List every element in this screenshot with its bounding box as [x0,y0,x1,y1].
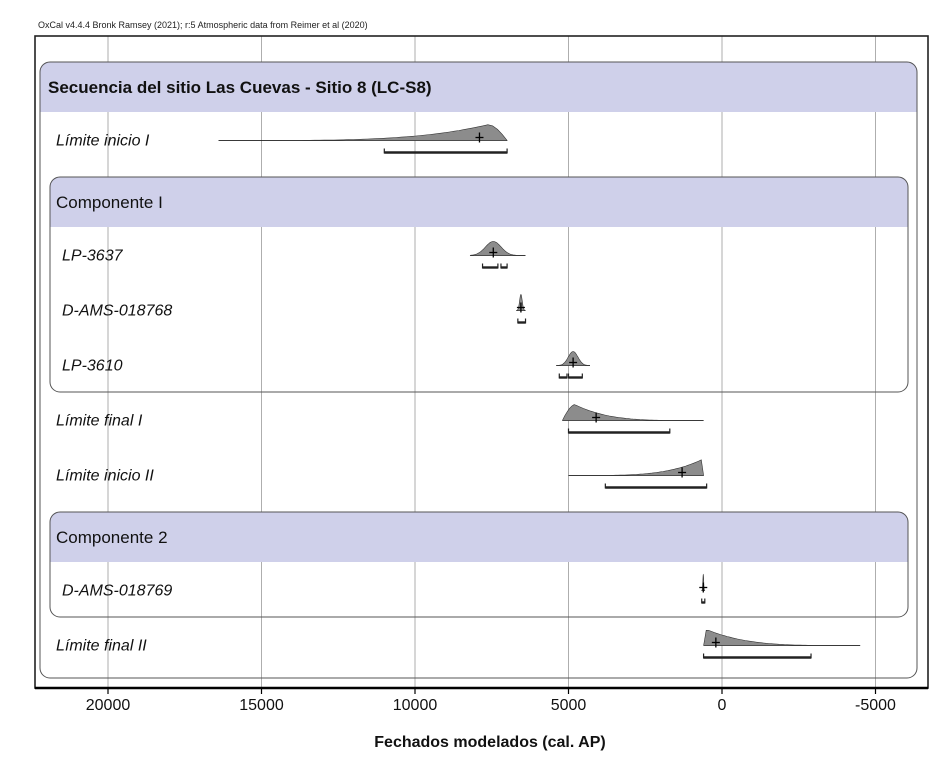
x-axis-label: Fechados modelados (cal. AP) [374,734,605,751]
phase-1-header [50,177,908,227]
sequence-title: Secuencia del sitio Las Cuevas - Sitio 8… [48,78,432,97]
row-label-d-ams-018768: D-AMS-018768 [62,303,172,320]
x-tick-label-1: 15000 [239,697,284,714]
x-tick-label-5: -5000 [855,697,896,714]
posterior-distribution-l-mite-final-i [562,405,703,421]
row-label-l-mite-final-i: Límite final I [56,413,143,430]
row-label-lp-3637: LP-3637 [62,248,124,265]
row-label-l-mite-inicio-ii: Límite inicio II [56,468,154,485]
x-tick-label-0: 20000 [86,697,131,714]
phase-4-header [50,512,908,562]
row-label-d-ams-018769: D-AMS-018769 [62,583,172,600]
x-tick-label-2: 10000 [393,697,438,714]
row-label-l-mite-final-ii: Límite final II [56,638,147,655]
row-label-lp-3610: LP-3610 [62,358,123,375]
x-tick-label-3: 5000 [551,697,587,714]
row-label-l-mite-inicio-i: Límite inicio I [56,133,150,150]
chart-credit: OxCal v4.4.4 Bronk Ramsey (2021); r:5 At… [38,20,368,30]
x-tick-label-4: 0 [718,697,727,714]
posterior-distribution-lp-3637 [470,242,525,256]
phase-1-title: Componente I [56,193,163,212]
posterior-distribution-l-mite-final-ii [704,630,861,645]
phase-4-title: Componente 2 [56,528,168,547]
